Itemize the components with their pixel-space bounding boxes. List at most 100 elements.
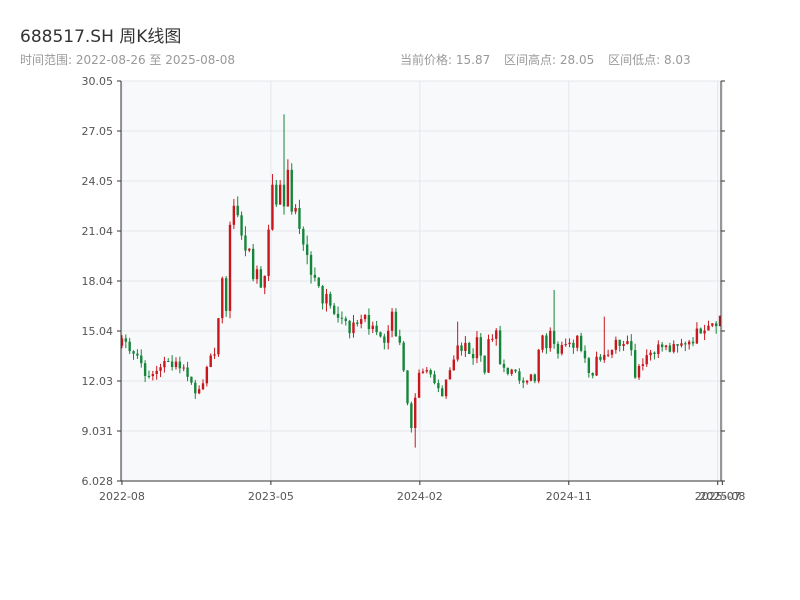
- candle-body: [525, 380, 529, 383]
- y-tick-label: 6.028: [82, 475, 114, 488]
- candle-body: [155, 370, 158, 374]
- candle-body: [533, 374, 537, 382]
- candle-body: [417, 372, 421, 398]
- candle-body: [302, 228, 305, 245]
- candle-body: [552, 330, 556, 344]
- x-tick-label: 2025-07: [695, 490, 741, 503]
- candle-body: [537, 349, 540, 382]
- candle-body: [329, 293, 332, 306]
- candle-body: [209, 355, 212, 367]
- candle-body: [240, 215, 243, 236]
- candle-body: [367, 315, 371, 330]
- candle-body: [383, 336, 386, 343]
- candle-body: [363, 315, 367, 320]
- candle-body: [506, 367, 510, 374]
- candle-body: [633, 350, 637, 378]
- candle-body: [128, 341, 131, 352]
- candle-body: [294, 208, 297, 212]
- candle-body: [390, 311, 394, 331]
- candle-body: [522, 380, 525, 383]
- candle-body: [529, 374, 533, 381]
- candle-body: [437, 383, 440, 389]
- candle-body: [163, 361, 166, 368]
- candle-body: [340, 317, 344, 319]
- candle-body: [587, 358, 591, 374]
- candle-body: [132, 351, 135, 354]
- candle-body: [356, 322, 359, 324]
- candle-body: [336, 313, 340, 318]
- candle-body: [167, 361, 170, 363]
- date-range-label: 时间范围: 2022-08-26 至 2025-08-08: [20, 53, 235, 67]
- candle-body: [359, 319, 363, 324]
- candle-body: [255, 269, 259, 280]
- candle-body: [583, 350, 587, 359]
- candle-body: [244, 235, 247, 251]
- y-tick-label: 30.05: [82, 75, 114, 88]
- axes: [117, 80, 725, 485]
- candle-body: [186, 367, 189, 377]
- candle-body: [691, 341, 695, 344]
- candle-body: [479, 337, 483, 356]
- candle-body: [398, 336, 401, 343]
- candle-body: [213, 354, 216, 356]
- y-tick-label: 27.05: [82, 125, 114, 138]
- candle-body: [379, 332, 382, 337]
- candle-body: [610, 349, 614, 355]
- x-tick-label: 2024-11: [546, 490, 592, 503]
- candle-body: [595, 356, 598, 376]
- x-tick-label: 2024-02: [397, 490, 443, 503]
- candle-body: [664, 345, 668, 348]
- candle-body: [305, 244, 309, 256]
- candle-body: [518, 371, 521, 381]
- candle-body: [549, 330, 552, 349]
- candle-body: [591, 373, 594, 376]
- candle-body: [510, 369, 513, 374]
- candle-body: [429, 370, 432, 375]
- candle-body: [703, 330, 706, 334]
- candle-body: [672, 344, 675, 352]
- candle-body: [599, 356, 602, 360]
- candle-body: [344, 318, 347, 321]
- candle-body: [560, 344, 564, 354]
- candle-body: [699, 328, 702, 334]
- candle-body: [286, 169, 290, 207]
- candle-body: [630, 341, 633, 351]
- candle-body: [444, 379, 448, 397]
- candle-body: [653, 352, 656, 354]
- candle-body: [572, 342, 575, 348]
- candle-body: [371, 325, 374, 330]
- candle-body: [317, 277, 320, 287]
- candle-body: [707, 325, 710, 331]
- candle-body: [711, 323, 714, 326]
- candle-body: [645, 355, 648, 365]
- candle-body: [441, 388, 444, 397]
- candle-body: [174, 361, 178, 368]
- candle-body: [278, 184, 282, 205]
- x-axis-labels: 2022-08 2023-05 2024-02 2024-11 2025-072025-…: [99, 490, 745, 503]
- candle-body: [120, 338, 124, 346]
- y-tick-label: 24.05: [82, 175, 114, 188]
- candle-body: [471, 354, 475, 359]
- candle-body: [236, 205, 239, 216]
- candle-body: [637, 365, 641, 378]
- candle-body: [487, 339, 490, 373]
- candle-body: [352, 322, 355, 334]
- candle-body: [224, 278, 228, 311]
- candle-body: [433, 374, 436, 384]
- candle-body: [136, 353, 139, 356]
- candle-body: [680, 343, 683, 346]
- candle-body: [564, 344, 567, 346]
- candle-body: [332, 305, 336, 314]
- candle-body: [414, 397, 417, 429]
- candle-body: [232, 205, 236, 225]
- candle-body: [197, 389, 201, 394]
- candle-body: [275, 184, 278, 205]
- y-tick-label: 18.04: [82, 275, 114, 288]
- period-high-label: 区间高点: 28.05: [504, 53, 595, 67]
- candle-body: [695, 328, 699, 344]
- x-tick-label: 2022-08: [99, 490, 145, 503]
- candle-body: [452, 359, 455, 371]
- stats-summary: 当前价格: 15.87 区间高点: 28.05 区间低点: 8.03: [400, 51, 701, 68]
- candle-body: [309, 255, 313, 275]
